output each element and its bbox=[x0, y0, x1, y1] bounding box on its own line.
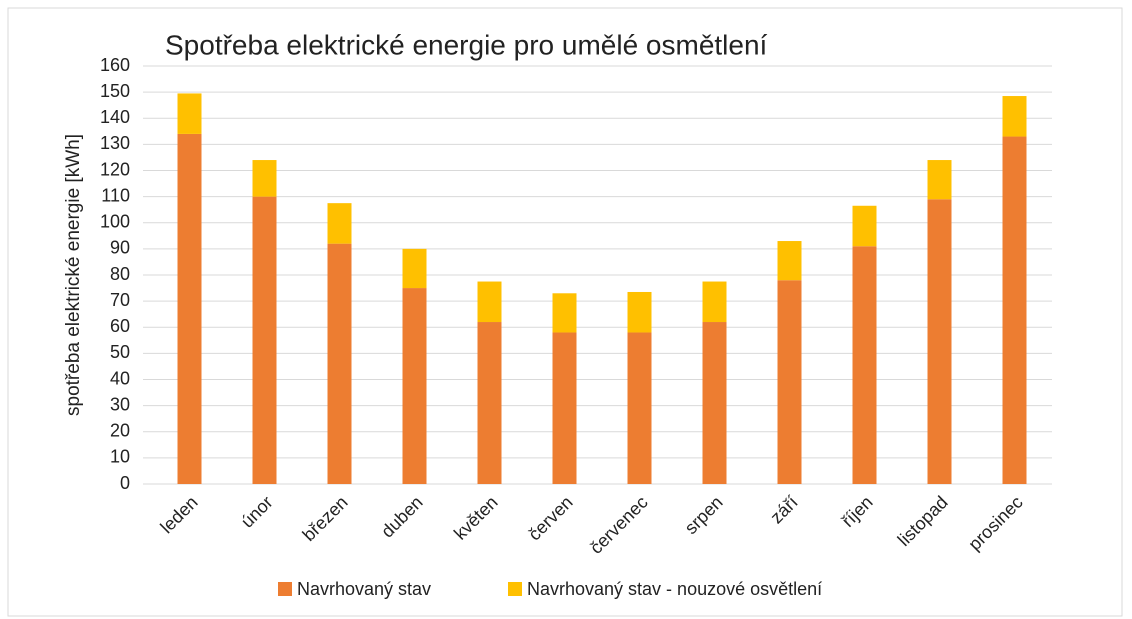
y-tick-label: 40 bbox=[110, 368, 130, 388]
y-tick-label: 20 bbox=[110, 421, 130, 441]
y-tick-label: 150 bbox=[100, 81, 130, 101]
bar-segment bbox=[702, 281, 727, 323]
legend-label: Navrhovaný stav - nouzové osvětlení bbox=[527, 579, 822, 599]
y-tick-label: 110 bbox=[101, 185, 130, 205]
bar-segment bbox=[927, 160, 952, 200]
bar-segment bbox=[477, 281, 502, 323]
y-tick-label: 50 bbox=[110, 342, 130, 362]
bar-segment bbox=[327, 243, 352, 484]
bar-segment bbox=[402, 248, 427, 289]
bar-segment bbox=[1002, 96, 1027, 137]
legend-swatch bbox=[508, 582, 522, 596]
legend-swatch bbox=[278, 582, 292, 596]
bar-segment bbox=[852, 246, 877, 484]
y-axis-label: spotřeba elektrické energie [kWh] bbox=[63, 134, 84, 416]
legend-label: Navrhovaný stav bbox=[297, 579, 431, 599]
bar-segment bbox=[702, 322, 727, 484]
y-tick-label: 100 bbox=[100, 212, 130, 232]
bar-segment bbox=[552, 293, 577, 333]
y-tick-label: 70 bbox=[110, 290, 130, 310]
y-tick-label: 80 bbox=[110, 264, 130, 284]
bar-segment bbox=[327, 203, 352, 244]
bar-segment bbox=[627, 332, 652, 484]
bar-segment bbox=[777, 280, 802, 484]
bar-segment bbox=[252, 196, 277, 484]
y-tick-label: 130 bbox=[100, 133, 130, 153]
bar-segment bbox=[852, 205, 877, 247]
bar-segment bbox=[927, 199, 952, 485]
bar-segment bbox=[777, 241, 802, 281]
bar-segment bbox=[477, 322, 502, 484]
bar-segment bbox=[1002, 136, 1027, 484]
bar-segment bbox=[552, 332, 577, 484]
y-tick-label: 60 bbox=[110, 316, 130, 336]
y-tick-label: 140 bbox=[100, 107, 130, 127]
bar-segment bbox=[177, 133, 202, 485]
bar-segment bbox=[252, 160, 277, 197]
y-tick-label: 160 bbox=[100, 55, 130, 75]
y-tick-label: 0 bbox=[120, 473, 130, 493]
y-tick-label: 90 bbox=[110, 238, 130, 258]
bar-segment bbox=[627, 291, 652, 333]
y-tick-label: 120 bbox=[100, 159, 130, 179]
y-tick-label: 30 bbox=[110, 394, 130, 414]
bar-segment bbox=[402, 288, 427, 484]
bar-segment bbox=[177, 93, 202, 134]
chart-title: Spotřeba elektrické energie pro umělé os… bbox=[165, 29, 768, 60]
y-tick-label: 10 bbox=[110, 447, 130, 467]
